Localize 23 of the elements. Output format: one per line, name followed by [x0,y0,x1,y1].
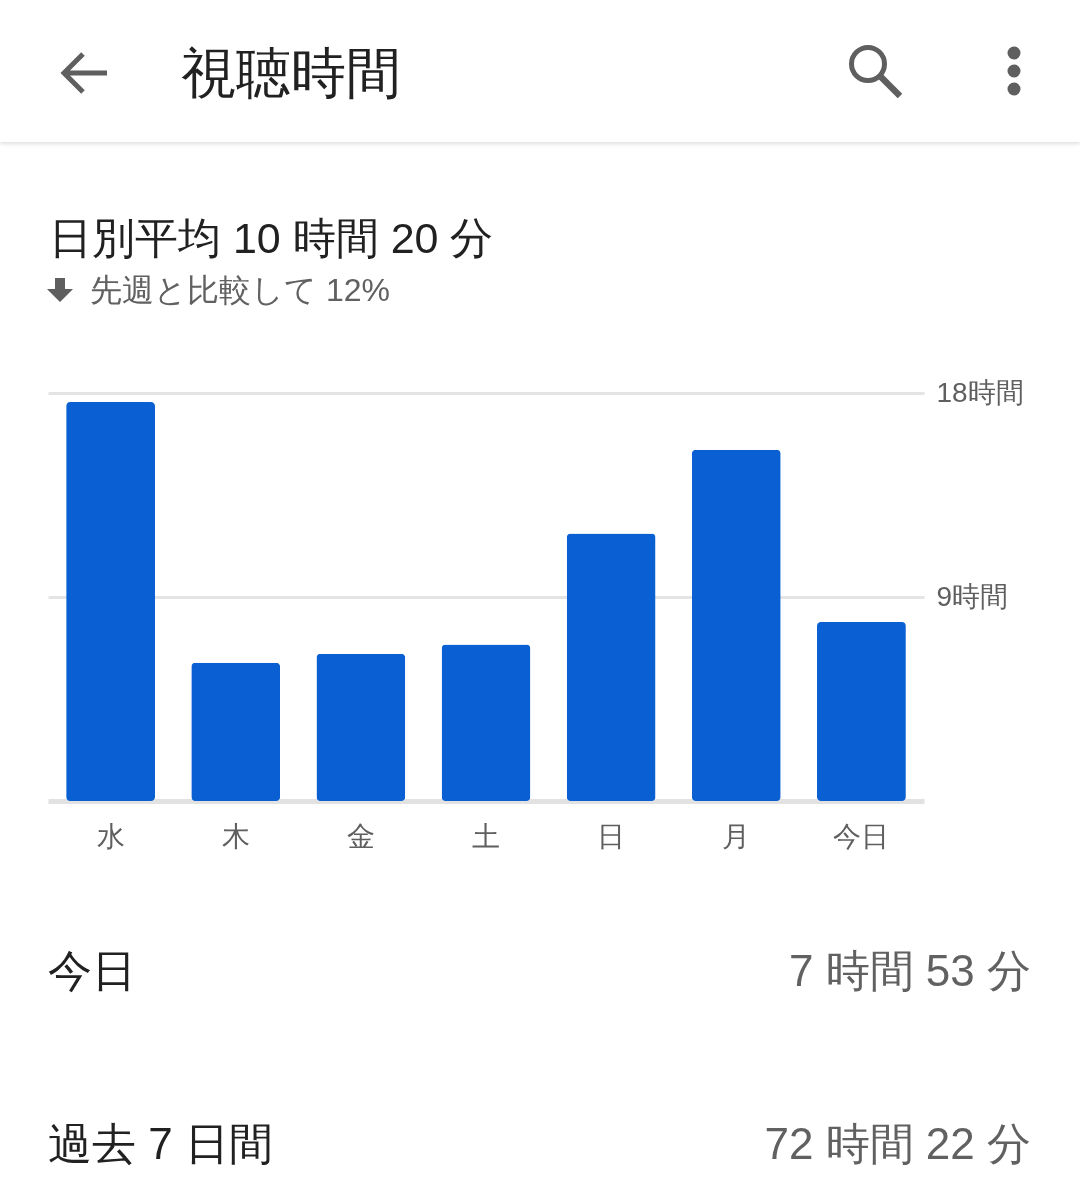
x-tick-label: 日 [597,820,626,852]
x-tick-label: 土 [472,820,500,852]
bar [817,621,906,801]
text: 7 時間 53 分 [788,945,1031,997]
text: 過去 7 日間 [48,1118,273,1170]
bar [66,402,155,801]
text: 先週と比較して 12% [90,271,390,309]
text: 今日 [48,945,136,997]
chart-subtitle: 日別平均 10 時間 20 分 [49,213,494,264]
y-tick-label: 18時間 [936,376,1024,408]
x-tick-label: 水 [96,820,125,852]
x-tick-label: 月 [722,820,751,852]
bar [566,533,656,801]
bar [191,662,281,801]
x-tick-label: 木 [221,820,250,852]
text: 72 時間 22 分 [764,1118,1031,1170]
x-tick-label: 今日 [833,820,890,852]
bar [691,449,781,801]
bar [441,644,531,801]
y-tick-label: 9時間 [936,580,1009,612]
x-tick-label: 金 [346,820,375,852]
chart-title: 視聴時間 [181,41,401,106]
bar [316,653,406,801]
